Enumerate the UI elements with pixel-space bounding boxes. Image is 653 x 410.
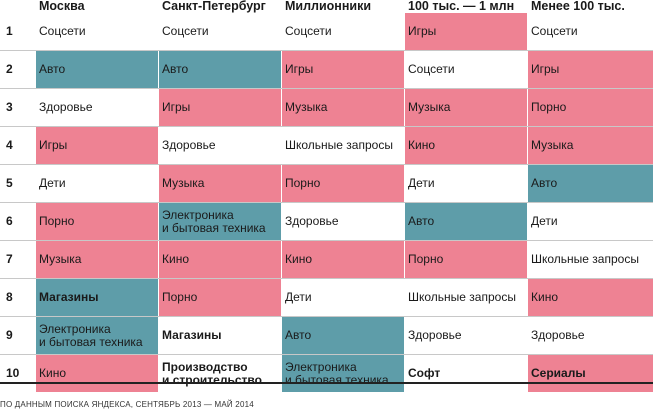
table-cell: Игры	[282, 51, 404, 88]
table-cell: Школьные запросы	[408, 290, 516, 304]
table-header: Москва Санкт-Петербург Миллионники 100 т…	[0, 0, 653, 12]
table-cell: Магазины	[36, 279, 158, 316]
table-cell: Игры	[405, 13, 527, 50]
table-cell: Игры	[159, 89, 281, 126]
table-row: 5 Дети Музыка Порно Дети Авто	[0, 165, 653, 203]
table-row: 1 Соцсети Соцсети Соцсети Игры Соцсети	[0, 13, 653, 51]
source-note: ПО ДАННЫМ ПОИСКА ЯНДЕКСА, СЕНТЯБРЬ 2013 …	[0, 400, 254, 409]
table-cell: Электроника и бытовая техника	[159, 203, 281, 240]
rank-number: 3	[6, 100, 13, 114]
table-cell: Соцсети	[531, 24, 578, 38]
table-cell: Здоровье	[408, 328, 462, 342]
table-cell: Школьные запросы	[285, 138, 393, 152]
table-cell: Игры	[36, 127, 158, 164]
table-cell: Дети	[39, 176, 66, 190]
table-cell: Дети	[285, 290, 312, 304]
table-cell: Музыка	[282, 89, 404, 126]
table-cell: Электроника и бытовая техника	[36, 317, 158, 354]
table-cell: Музыка	[36, 241, 158, 278]
table-row: 10 Кино Производство и строительство Электр…	[0, 355, 653, 392]
table-cell: Кино	[36, 355, 158, 392]
rank-number: 4	[6, 138, 13, 152]
table-cell: Авто	[159, 51, 281, 88]
rank-number: 8	[6, 290, 13, 304]
rank-number: 6	[6, 214, 13, 228]
table-cell: Соцсети	[39, 24, 86, 38]
table-cell: Порно	[159, 279, 281, 316]
table-row: 6 Порно Электроника и бытовая техника Здоро…	[0, 203, 653, 241]
table-cell: Здоровье	[162, 138, 216, 152]
table-bottom-rule	[0, 382, 653, 384]
table-cell: Авто	[405, 203, 527, 240]
table-cell: Здоровье	[285, 214, 339, 228]
rank-number: 1	[6, 24, 13, 38]
table-cell: Дети	[408, 176, 435, 190]
table-cell: Музыка	[405, 89, 527, 126]
table-cell: Соцсети	[162, 24, 209, 38]
table-cell: Соцсети	[408, 62, 455, 76]
table-cell: Кино	[405, 127, 527, 164]
rank-number: 5	[6, 176, 13, 190]
table-cell: Игры	[528, 51, 653, 88]
table-cell: Софт	[408, 366, 441, 380]
table-cell: Музыка	[159, 165, 281, 202]
table-row: 7 Музыка Кино Кино Порно Школьные запросы	[0, 241, 653, 279]
table-cell: Электроника и бытовая техника	[282, 355, 404, 392]
header-under-100k: Менее 100 тыс.	[531, 0, 625, 13]
table-cell: Порно	[282, 165, 404, 202]
table-cell: Сериалы	[528, 355, 653, 392]
header-saint-petersburg: Санкт-Петербург	[162, 0, 266, 13]
table-cell: Кино	[159, 241, 281, 278]
table-cell: Соцсети	[285, 24, 332, 38]
table-body: 1 Соцсети Соцсети Соцсети Игры Соцсети 2 Авто Ав…	[0, 13, 653, 392]
table-cell: Здоровье	[39, 100, 93, 114]
table-cell: Порно	[405, 241, 527, 278]
table-row: 2 Авто Авто Игры Соцсети Игры	[0, 51, 653, 89]
table-row: 9 Электроника и бытовая техника Магазины Ав…	[0, 317, 653, 355]
rank-number: 7	[6, 252, 13, 266]
header-millionaires: Миллионники	[285, 0, 372, 13]
table-cell: Здоровье	[531, 328, 585, 342]
rank-number: 10	[6, 366, 20, 380]
table-row: 8 Магазины Порно Дети Школьные запросы Кино	[0, 279, 653, 317]
table-cell: Порно	[36, 203, 158, 240]
table-row: 3 Здоровье Игры Музыка Музыка Порно	[0, 89, 653, 127]
table-cell: Дети	[531, 214, 558, 228]
table-cell: Музыка	[528, 127, 653, 164]
table-cell: Магазины	[162, 328, 222, 342]
header-moscow: Москва	[39, 0, 85, 13]
table-cell: Авто	[528, 165, 653, 202]
table-cell: Кино	[282, 241, 404, 278]
table-row: 4 Игры Здоровье Школьные запросы Кино Музыка	[0, 127, 653, 165]
table-cell: Авто	[282, 317, 404, 354]
rank-number: 2	[6, 62, 13, 76]
rank-number: 9	[6, 328, 13, 342]
header-100k-1m: 100 тыс. — 1 млн	[408, 0, 515, 13]
table-cell: Школьные запросы	[531, 252, 639, 266]
table-cell: Порно	[528, 89, 653, 126]
table-cell: Авто	[36, 51, 158, 88]
table-cell: Кино	[528, 279, 653, 316]
table-cell: Производство и строительство	[162, 359, 262, 387]
